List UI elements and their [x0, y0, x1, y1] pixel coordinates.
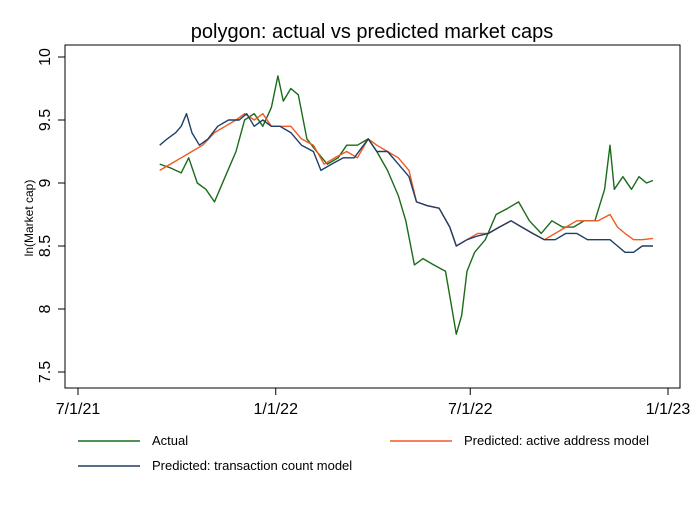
y-tick-label: 8: [37, 304, 54, 313]
x-tick-label: 1/1/23: [646, 401, 691, 418]
y-tick-label: 9.5: [37, 109, 54, 131]
y-tick-label: 8.5: [37, 235, 54, 257]
x-axis: 7/1/21 1/1/22 7/1/22 1/1/23: [56, 388, 691, 418]
y-axis-label: ln(Market cap): [22, 180, 36, 257]
plot-frame: [64, 44, 681, 389]
y-axis: 7.5 8 8.5 9 9.5 10: [37, 48, 65, 383]
x-tick-label: 7/1/22: [448, 401, 493, 418]
series-line-transaction-count-model: [159, 112, 653, 254]
legend-label-active-address: Predicted: active address model: [464, 433, 649, 448]
chart-title: polygon: actual vs predicted market caps: [191, 21, 553, 43]
series-line-actual: [159, 75, 654, 335]
y-tick-label: 7.5: [37, 361, 54, 383]
legend-label-actual: Actual: [152, 433, 188, 448]
x-tick-label: 7/1/21: [56, 401, 101, 418]
series-layer: [159, 75, 654, 335]
y-tick-label: 9: [37, 178, 54, 187]
legend: Actual Predicted: active address model P…: [78, 433, 649, 473]
legend-label-transaction-count: Predicted: transaction count model: [152, 458, 352, 473]
y-tick-label: 10: [37, 48, 54, 66]
x-tick-label: 1/1/22: [253, 401, 298, 418]
series-line-active-address-model: [159, 112, 654, 247]
